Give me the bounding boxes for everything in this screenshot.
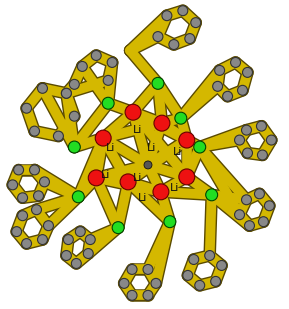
Circle shape <box>143 265 153 274</box>
Circle shape <box>72 191 84 203</box>
Circle shape <box>38 83 47 93</box>
Circle shape <box>189 255 199 265</box>
Circle shape <box>63 235 73 244</box>
Circle shape <box>103 75 113 85</box>
Circle shape <box>34 191 43 201</box>
Circle shape <box>91 50 101 61</box>
Circle shape <box>107 57 117 67</box>
Circle shape <box>127 265 137 274</box>
Circle shape <box>213 81 223 91</box>
Circle shape <box>14 165 24 175</box>
Circle shape <box>179 132 195 148</box>
Circle shape <box>61 251 71 260</box>
Circle shape <box>194 141 206 153</box>
Circle shape <box>215 66 225 75</box>
Circle shape <box>71 259 81 269</box>
Circle shape <box>127 290 137 300</box>
Circle shape <box>29 126 40 136</box>
Circle shape <box>61 88 71 98</box>
Circle shape <box>242 195 251 205</box>
Text: Li: Li <box>133 125 143 135</box>
Circle shape <box>175 112 187 124</box>
Circle shape <box>211 277 221 286</box>
Circle shape <box>102 97 114 109</box>
Circle shape <box>235 210 244 220</box>
Circle shape <box>152 77 164 89</box>
Circle shape <box>69 111 79 121</box>
Circle shape <box>29 165 40 175</box>
Circle shape <box>53 131 63 141</box>
Circle shape <box>244 221 255 231</box>
Circle shape <box>195 280 205 290</box>
Circle shape <box>22 239 32 248</box>
Circle shape <box>22 103 32 113</box>
Circle shape <box>32 205 42 215</box>
Circle shape <box>75 227 85 237</box>
Circle shape <box>164 216 176 228</box>
Circle shape <box>242 148 253 158</box>
Text: Li: Li <box>170 183 179 193</box>
Circle shape <box>242 67 253 77</box>
Circle shape <box>77 61 87 71</box>
Circle shape <box>151 278 161 288</box>
Circle shape <box>112 222 124 234</box>
Circle shape <box>83 248 93 259</box>
Circle shape <box>185 34 195 44</box>
Circle shape <box>256 121 266 131</box>
Circle shape <box>18 193 27 203</box>
Circle shape <box>223 91 233 101</box>
Circle shape <box>143 290 153 300</box>
Circle shape <box>191 18 201 28</box>
Text: Li: Li <box>101 170 110 180</box>
Circle shape <box>153 184 169 200</box>
Circle shape <box>119 278 129 288</box>
Circle shape <box>266 135 276 145</box>
Circle shape <box>125 104 141 120</box>
Circle shape <box>257 150 267 160</box>
Circle shape <box>12 227 22 237</box>
Circle shape <box>206 189 218 201</box>
Text: Li: Li <box>133 173 143 183</box>
Circle shape <box>68 141 80 153</box>
Circle shape <box>169 40 179 49</box>
Circle shape <box>264 201 274 211</box>
Circle shape <box>88 170 104 186</box>
Circle shape <box>205 251 215 260</box>
Circle shape <box>38 235 47 244</box>
Text: Li: Li <box>173 147 183 157</box>
Circle shape <box>183 270 193 280</box>
Circle shape <box>85 235 95 244</box>
Text: Li: Li <box>147 143 157 153</box>
Circle shape <box>61 88 71 98</box>
Circle shape <box>238 85 247 95</box>
Circle shape <box>235 135 244 145</box>
Circle shape <box>242 125 251 135</box>
Circle shape <box>178 6 188 16</box>
Circle shape <box>217 260 227 270</box>
Circle shape <box>8 180 18 190</box>
Circle shape <box>255 189 264 199</box>
Circle shape <box>179 169 195 185</box>
Text: Li: Li <box>105 143 115 153</box>
Text: Li: Li <box>138 193 148 203</box>
Circle shape <box>144 161 152 169</box>
Circle shape <box>153 32 163 41</box>
Circle shape <box>258 217 268 227</box>
Circle shape <box>154 115 170 131</box>
Circle shape <box>120 174 136 190</box>
Circle shape <box>231 57 240 67</box>
Circle shape <box>43 221 53 231</box>
Circle shape <box>40 177 49 187</box>
Circle shape <box>18 211 27 221</box>
Circle shape <box>69 79 79 89</box>
Circle shape <box>162 11 172 21</box>
Circle shape <box>95 130 111 146</box>
